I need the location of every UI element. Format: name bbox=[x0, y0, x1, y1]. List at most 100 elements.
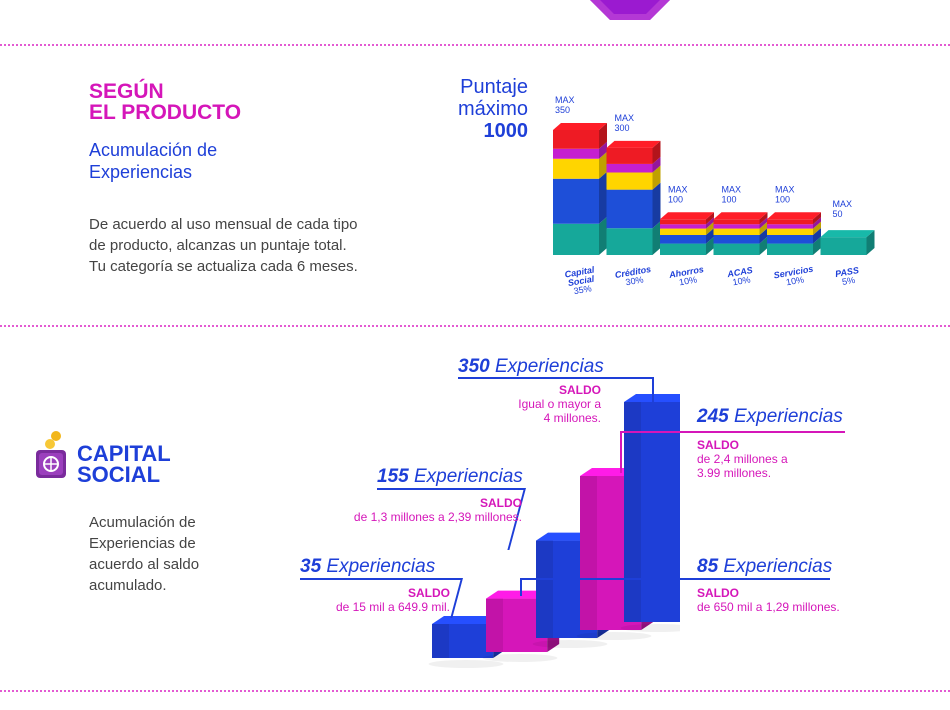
divider-middle bbox=[0, 325, 950, 327]
category-label: PASS bbox=[834, 265, 859, 279]
bar-segment bbox=[767, 219, 813, 225]
bar-segment-side bbox=[652, 221, 661, 255]
bar-segment bbox=[767, 228, 813, 235]
bar-segment-side bbox=[759, 212, 768, 225]
bar-top bbox=[553, 123, 607, 130]
bar-segment-side bbox=[599, 216, 607, 255]
bar-segment bbox=[660, 235, 706, 244]
bar-segment-side bbox=[759, 217, 768, 229]
tier-3-line bbox=[377, 488, 525, 490]
tier-1-label: 35 Experiencias bbox=[300, 556, 436, 577]
bar-segment bbox=[606, 189, 653, 229]
percent-label: 10% bbox=[785, 274, 804, 287]
product-bar bbox=[606, 140, 661, 255]
bar-top bbox=[820, 230, 875, 238]
bar-segment bbox=[553, 130, 599, 149]
percent-label: 30% bbox=[625, 274, 644, 287]
tier-4-line bbox=[620, 431, 845, 433]
bar-segment-side bbox=[813, 221, 821, 235]
bar-top bbox=[713, 212, 768, 220]
piggy-bank-coin-icon bbox=[36, 431, 66, 478]
capital-bar bbox=[620, 394, 680, 632]
max-label: MAX bbox=[668, 184, 688, 194]
divider-bottom bbox=[0, 690, 950, 692]
tier-3-label: 155 Experiencias bbox=[377, 466, 523, 487]
max-score: Puntaje máximo 1000 bbox=[457, 76, 528, 142]
tier-2-line bbox=[520, 578, 522, 596]
bar-segment-side bbox=[759, 228, 768, 244]
bar-segment-side bbox=[652, 156, 661, 173]
bar-segment-side bbox=[599, 171, 607, 224]
product-bar bbox=[767, 212, 821, 255]
bar-segment bbox=[713, 228, 760, 235]
bar-segment-side bbox=[652, 182, 661, 229]
product-chart: MAX350CapitalSocial35%MAX300Créditos30%M… bbox=[553, 95, 875, 296]
tier-1-saldo: SALDO de 15 mil a 649.9 mil. bbox=[335, 586, 450, 614]
max-value: 300 bbox=[615, 123, 630, 133]
tier-5-label: 350 Experiencias bbox=[458, 356, 604, 377]
tier-5-saldo: SALDO Igual o mayor a 4 millones. bbox=[518, 383, 601, 425]
bar-segment-side bbox=[706, 217, 714, 229]
bar-top bbox=[767, 212, 821, 220]
max-label: MAX bbox=[722, 184, 742, 194]
max-label: MAX bbox=[775, 184, 795, 194]
bar-segment-side bbox=[652, 140, 661, 164]
bar-segment bbox=[713, 219, 760, 225]
bar-segment bbox=[713, 235, 760, 244]
category-label: Social bbox=[567, 274, 595, 289]
max-label: MAX bbox=[615, 113, 635, 123]
bar-segment bbox=[660, 219, 706, 225]
bar-segment bbox=[660, 224, 706, 229]
tier-3-saldo: SALDO de 1,3 millones a 2,39 millones. bbox=[353, 496, 522, 524]
tier-1-line bbox=[300, 578, 462, 580]
bar-segment bbox=[713, 224, 760, 229]
bar-top bbox=[660, 212, 714, 220]
tier-4-label: 245 Experiencias bbox=[697, 406, 843, 427]
section-subtitle: Acumulación de Experiencias bbox=[89, 140, 218, 182]
bar-segment bbox=[606, 147, 653, 164]
tier-5-line bbox=[458, 377, 654, 379]
bar-segment bbox=[660, 228, 706, 235]
product-bar bbox=[713, 212, 768, 255]
max-value: 100 bbox=[775, 194, 790, 204]
bar-segment-side bbox=[706, 221, 714, 235]
bar-segment bbox=[606, 172, 653, 190]
product-bar bbox=[820, 230, 875, 255]
top-decoration bbox=[590, 0, 670, 20]
bar-segment bbox=[660, 243, 706, 255]
bar-segment bbox=[767, 235, 813, 244]
capital-chart bbox=[428, 394, 680, 668]
max-value: 100 bbox=[668, 194, 683, 204]
bar-segment bbox=[553, 148, 599, 159]
max-value: 100 bbox=[722, 194, 737, 204]
category-label: ACAS bbox=[726, 265, 754, 279]
bar-segment-side bbox=[652, 165, 661, 190]
product-bar bbox=[553, 123, 607, 255]
bar-segment-side bbox=[599, 151, 607, 179]
bar-segment-side bbox=[599, 141, 607, 159]
bar-segment-side bbox=[599, 123, 607, 149]
capital-title: CAPITAL SOCIAL bbox=[77, 441, 171, 487]
tier-4-line bbox=[620, 431, 622, 473]
tier-4-saldo: SALDO de 2,4 millones a 3.99 millones. bbox=[697, 438, 788, 480]
bar-segment-side bbox=[866, 230, 875, 255]
product-bar bbox=[660, 212, 714, 255]
tier-2-saldo: SALDO de 650 mil a 1,29 millones. bbox=[697, 586, 840, 614]
max-value: 350 bbox=[555, 105, 570, 115]
bar-segment-side bbox=[813, 217, 821, 229]
bar-segment-side bbox=[813, 228, 821, 244]
percent-label: 10% bbox=[732, 274, 751, 287]
tier-2-line bbox=[520, 578, 830, 580]
divider-top bbox=[0, 44, 950, 46]
bar-segment-side bbox=[813, 236, 821, 255]
bar-segment bbox=[553, 158, 599, 179]
bar-segment bbox=[553, 223, 599, 255]
bar-segment-side bbox=[706, 212, 714, 225]
tier-5-line bbox=[652, 377, 654, 403]
bar-segment-side bbox=[759, 236, 768, 255]
bar-segment bbox=[713, 243, 760, 255]
bar-segment-side bbox=[706, 228, 714, 244]
bar-segment bbox=[606, 228, 653, 255]
max-label: MAX bbox=[833, 199, 853, 209]
capital-description: Acumulación de Experiencias de acuerdo a… bbox=[89, 514, 200, 594]
